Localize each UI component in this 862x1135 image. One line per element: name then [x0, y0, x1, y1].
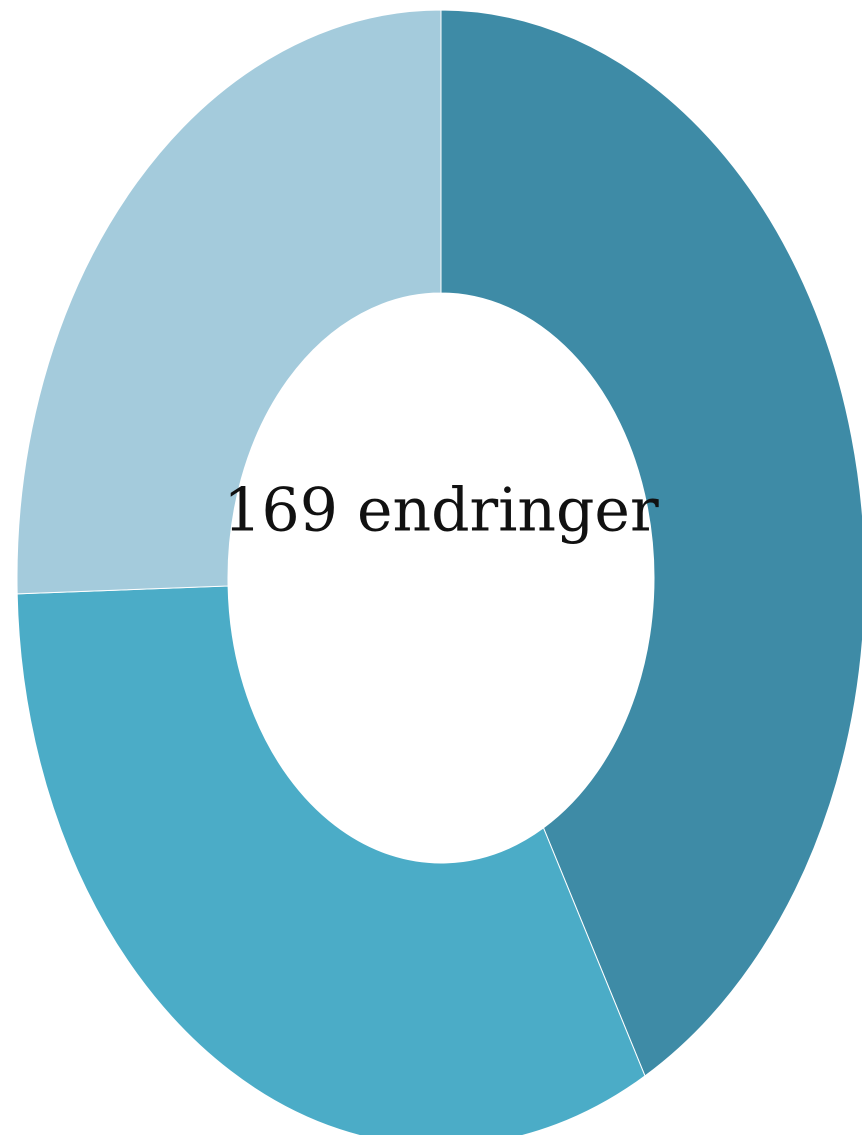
donut-slice-1 — [440, 9, 862, 1077]
donut-slice-2 — [16, 585, 646, 1135]
center-label: 169 endringer — [223, 476, 659, 546]
donut-slices — [16, 9, 862, 1135]
donut-slice-3 — [16, 9, 442, 595]
